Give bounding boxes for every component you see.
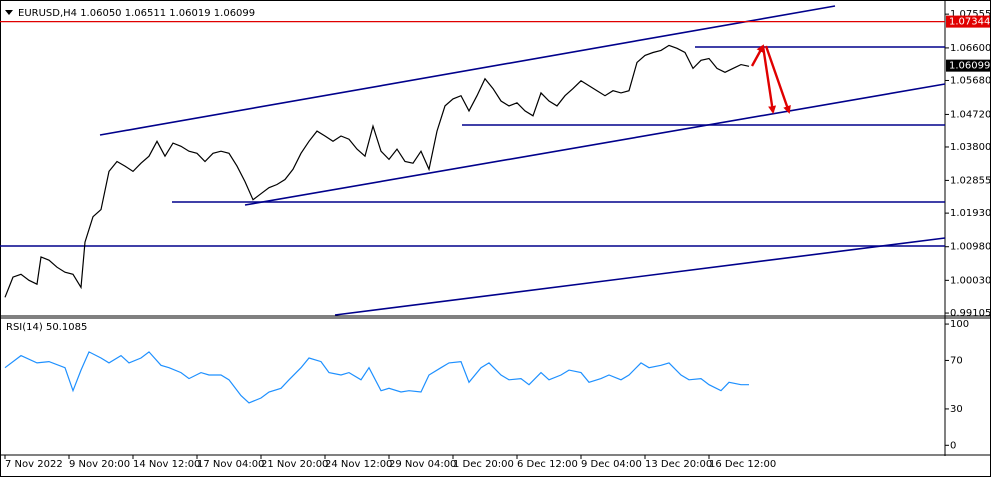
arrow: [750, 44, 765, 67]
arrow: [764, 45, 791, 114]
y-tick-label: 1.05680: [950, 75, 991, 86]
y-tick-label: 1.03800: [950, 142, 991, 153]
y-tick-label: 70: [950, 355, 963, 366]
y-tick-label: 30: [950, 404, 963, 415]
price-label: 1.06099: [949, 61, 990, 72]
arrow: [761, 45, 777, 114]
channel-line: [244, 83, 946, 206]
header-icon: [5, 10, 13, 15]
x-tick-label: 6 Dec 12:00: [517, 459, 578, 470]
y-tick-label: 1.07555: [950, 9, 991, 20]
x-tick-label: 21 Nov 20:00: [261, 459, 328, 470]
x-tick-label: 7 Nov 2022: [5, 459, 63, 470]
x-tick-label: 13 Dec 20:00: [645, 459, 712, 470]
y-tick-label: 1.04720: [950, 109, 991, 120]
price-label-box: [946, 59, 990, 72]
x-tick-label: 16 Dec 12:00: [709, 459, 776, 470]
x-tick-label: 9 Nov 20:00: [69, 459, 130, 470]
x-tick-label: 1 Dec 20:00: [453, 459, 514, 470]
y-tick-label: 1.06600: [950, 43, 991, 54]
y-tick-label: 0: [950, 440, 956, 451]
channel-line: [99, 5, 836, 136]
channel-line: [334, 237, 946, 316]
x-tick-label: 9 Dec 04:00: [581, 459, 642, 470]
x-tick-label: 29 Nov 04:00: [389, 459, 456, 470]
price-label-box: [946, 15, 990, 28]
y-tick-label: 0.99105: [950, 308, 991, 319]
chart-title: EURUSD,H4 1.06050 1.06511 1.06019 1.0609…: [18, 8, 255, 19]
price-line: [4, 351, 749, 404]
x-tick-label: 17 Nov 04:00: [197, 459, 264, 470]
y-tick-label: 1.00980: [950, 242, 991, 253]
x-tick-label: 24 Nov 12:00: [325, 459, 392, 470]
price-label: 1.07344: [949, 17, 990, 28]
y-tick-label: 100: [950, 319, 969, 330]
price-line: [4, 44, 750, 298]
x-tick-label: 14 Nov 12:00: [133, 459, 200, 470]
y-tick-label: 1.01930: [950, 208, 991, 219]
y-tick-label: 1.00030: [950, 275, 991, 286]
indicator-title: RSI(14) 50.1085: [6, 322, 87, 333]
y-tick-label: 1.02855: [950, 175, 991, 186]
